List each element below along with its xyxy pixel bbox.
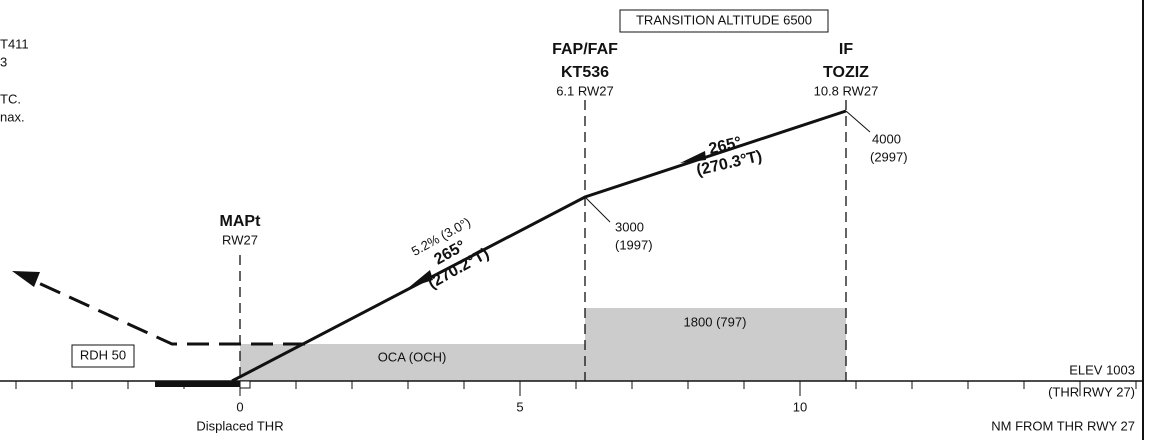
threshold bbox=[239, 380, 251, 389]
transition-altitude: TRANSITION ALTITUDE 6500 bbox=[636, 12, 812, 27]
rdh-box bbox=[71, 344, 135, 368]
note: T411 bbox=[0, 36, 29, 51]
oca-area bbox=[240, 344, 585, 381]
leader bbox=[584, 196, 611, 223]
arrow bbox=[408, 270, 433, 288]
tick-label: 0 bbox=[236, 399, 243, 414]
runway bbox=[155, 381, 240, 387]
rdh: RDH 50 bbox=[80, 347, 126, 362]
fix-name: IF bbox=[839, 41, 853, 58]
missed-approach bbox=[31, 278, 305, 346]
origin-label: Displaced THR bbox=[196, 418, 283, 433]
fix-id: TOZIZ bbox=[823, 64, 869, 81]
area-label: OCA (OCH) bbox=[378, 349, 447, 364]
tick-label: 5 bbox=[516, 399, 523, 414]
tick-label: 10 bbox=[793, 399, 807, 414]
ta-box bbox=[619, 9, 829, 33]
fix-name: MAPt bbox=[220, 213, 262, 230]
height: (2997) bbox=[870, 149, 908, 164]
altitude: 3000 bbox=[615, 219, 644, 234]
note: nax. bbox=[0, 109, 25, 124]
arrow bbox=[12, 271, 40, 287]
height: (1997) bbox=[615, 237, 653, 252]
elevation-ref: (THR RWY 27) bbox=[1048, 384, 1135, 399]
fix-distance: 6.1 RW27 bbox=[556, 83, 614, 98]
note: TC. bbox=[0, 91, 21, 106]
axis-title: NM FROM THR RWY 27 bbox=[991, 418, 1135, 433]
upper-area bbox=[585, 308, 846, 381]
arrow bbox=[680, 151, 706, 163]
elevation: ELEV 1003 bbox=[1069, 362, 1135, 377]
leader bbox=[845, 110, 871, 133]
fix-distance: 10.8 RW27 bbox=[814, 83, 879, 98]
fix-distance: RW27 bbox=[222, 232, 258, 247]
area-label: 1800 (797) bbox=[684, 314, 747, 329]
fix-name: FAP/FAF bbox=[552, 41, 618, 58]
fix-id: KT536 bbox=[561, 64, 609, 81]
altitude: 4000 bbox=[872, 131, 901, 146]
axis-ticks bbox=[15, 381, 1137, 396]
note: 3 bbox=[0, 54, 7, 69]
